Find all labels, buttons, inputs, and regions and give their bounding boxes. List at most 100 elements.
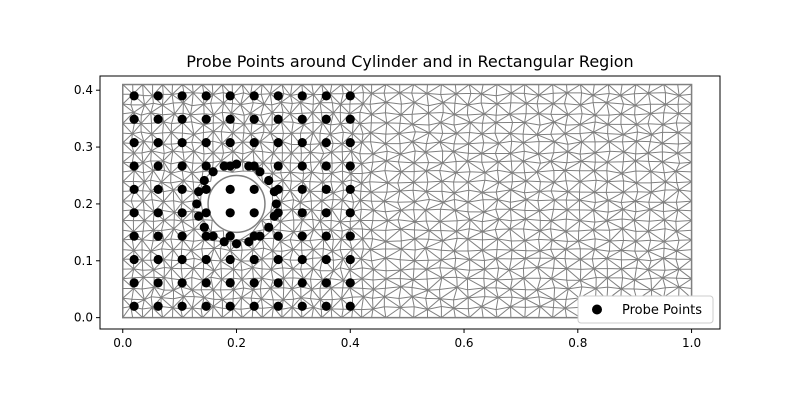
probe-point — [297, 91, 307, 101]
probe-point — [201, 231, 211, 241]
probe-point — [177, 301, 187, 311]
probe-point — [201, 114, 211, 124]
probe-point — [249, 301, 259, 311]
mesh-edges — [122, 84, 693, 319]
probe-point — [177, 231, 187, 241]
probe-point — [129, 208, 139, 218]
y-tick-label: 0.4 — [74, 83, 93, 97]
x-tick-label: 0.8 — [568, 336, 587, 350]
probe-point — [153, 91, 163, 101]
probe-point — [297, 231, 307, 241]
probe-point — [208, 231, 218, 241]
probe-point — [273, 138, 283, 148]
probe-point — [273, 254, 283, 265]
probe-point — [201, 301, 211, 311]
probe-point — [271, 199, 281, 209]
legend-label: Probe Points — [622, 303, 702, 318]
probe-point — [269, 187, 279, 197]
probe-point — [345, 208, 355, 218]
probe-point — [345, 161, 355, 171]
chart-title: Probe Points around Cylinder and in Rect… — [186, 52, 633, 71]
probe-point — [321, 301, 331, 311]
y-axis: 0.0 0.1 0.2 0.3 0.4 — [74, 83, 100, 325]
probe-point — [201, 254, 211, 265]
probe-point — [321, 231, 331, 241]
probe-point — [225, 231, 235, 241]
probe-point — [129, 114, 139, 124]
legend: Probe Points — [577, 295, 714, 324]
x-axis: 0.0 0.2 0.4 0.6 0.8 1.0 — [113, 329, 701, 350]
legend-box — [577, 295, 714, 324]
probe-point — [264, 175, 274, 186]
probe-point — [153, 231, 163, 241]
x-tick-label: 0.6 — [454, 336, 473, 350]
x-tick-label: 0.4 — [341, 336, 360, 350]
probe-point — [177, 161, 187, 171]
probe-point — [297, 184, 307, 194]
probe-point — [201, 184, 211, 194]
probe-point — [249, 278, 259, 288]
probe-point — [225, 114, 235, 124]
y-tick-label: 0.3 — [74, 140, 93, 154]
probe-point — [194, 211, 204, 221]
probe-point — [345, 114, 355, 124]
probe-point — [153, 208, 163, 218]
probe-point — [273, 278, 283, 288]
probe-point — [201, 161, 211, 171]
probe-point — [153, 254, 163, 265]
probe-point — [129, 254, 139, 265]
probe-point — [199, 222, 209, 232]
probe-point — [255, 167, 265, 177]
probe-point — [201, 138, 211, 148]
probe-point — [297, 208, 307, 218]
probe-point — [177, 254, 187, 265]
probe-point — [201, 91, 211, 101]
probe-point — [153, 161, 163, 171]
probe-point — [273, 301, 283, 311]
probe-point — [345, 278, 355, 288]
probe-point — [231, 159, 242, 169]
probe-point — [153, 184, 163, 194]
probe-point — [273, 114, 283, 124]
probe-point — [225, 208, 235, 218]
probe-point — [345, 138, 355, 148]
probe-point — [201, 278, 211, 288]
probe-point — [345, 301, 355, 311]
probe-point — [255, 231, 265, 241]
cylinder-boundary — [207, 174, 266, 234]
probe-point — [219, 237, 229, 247]
probe-point — [225, 254, 235, 265]
plot-frame — [99, 75, 721, 330]
probe-point — [321, 208, 331, 218]
probe-point — [129, 231, 139, 241]
probe-points-series — [129, 91, 355, 311]
probe-point — [321, 138, 331, 148]
probe-point — [177, 91, 187, 101]
probe-point — [129, 278, 139, 288]
mesh-boundary — [122, 83, 693, 319]
probe-point — [273, 91, 283, 101]
probe-point — [153, 114, 163, 124]
probe-point — [199, 175, 209, 186]
probe-point — [249, 138, 259, 148]
probe-point — [345, 91, 355, 101]
probe-point — [244, 161, 254, 171]
probe-point — [177, 184, 187, 194]
y-tick-label: 0.2 — [74, 197, 93, 211]
probe-point — [192, 199, 202, 209]
probe-point — [153, 138, 163, 148]
probe-point — [321, 161, 331, 171]
probe-point — [269, 211, 279, 221]
probe-point — [225, 184, 235, 194]
probe-point — [225, 301, 235, 311]
probe-point — [153, 278, 163, 288]
probe-point — [321, 184, 331, 194]
probe-point — [225, 278, 235, 288]
probe-point — [273, 231, 283, 241]
probe-point — [129, 138, 139, 148]
legend-marker — [592, 304, 602, 315]
probe-point — [129, 301, 139, 311]
x-tick-label: 0.2 — [227, 336, 246, 350]
probe-point — [297, 278, 307, 288]
probe-point — [273, 161, 283, 171]
